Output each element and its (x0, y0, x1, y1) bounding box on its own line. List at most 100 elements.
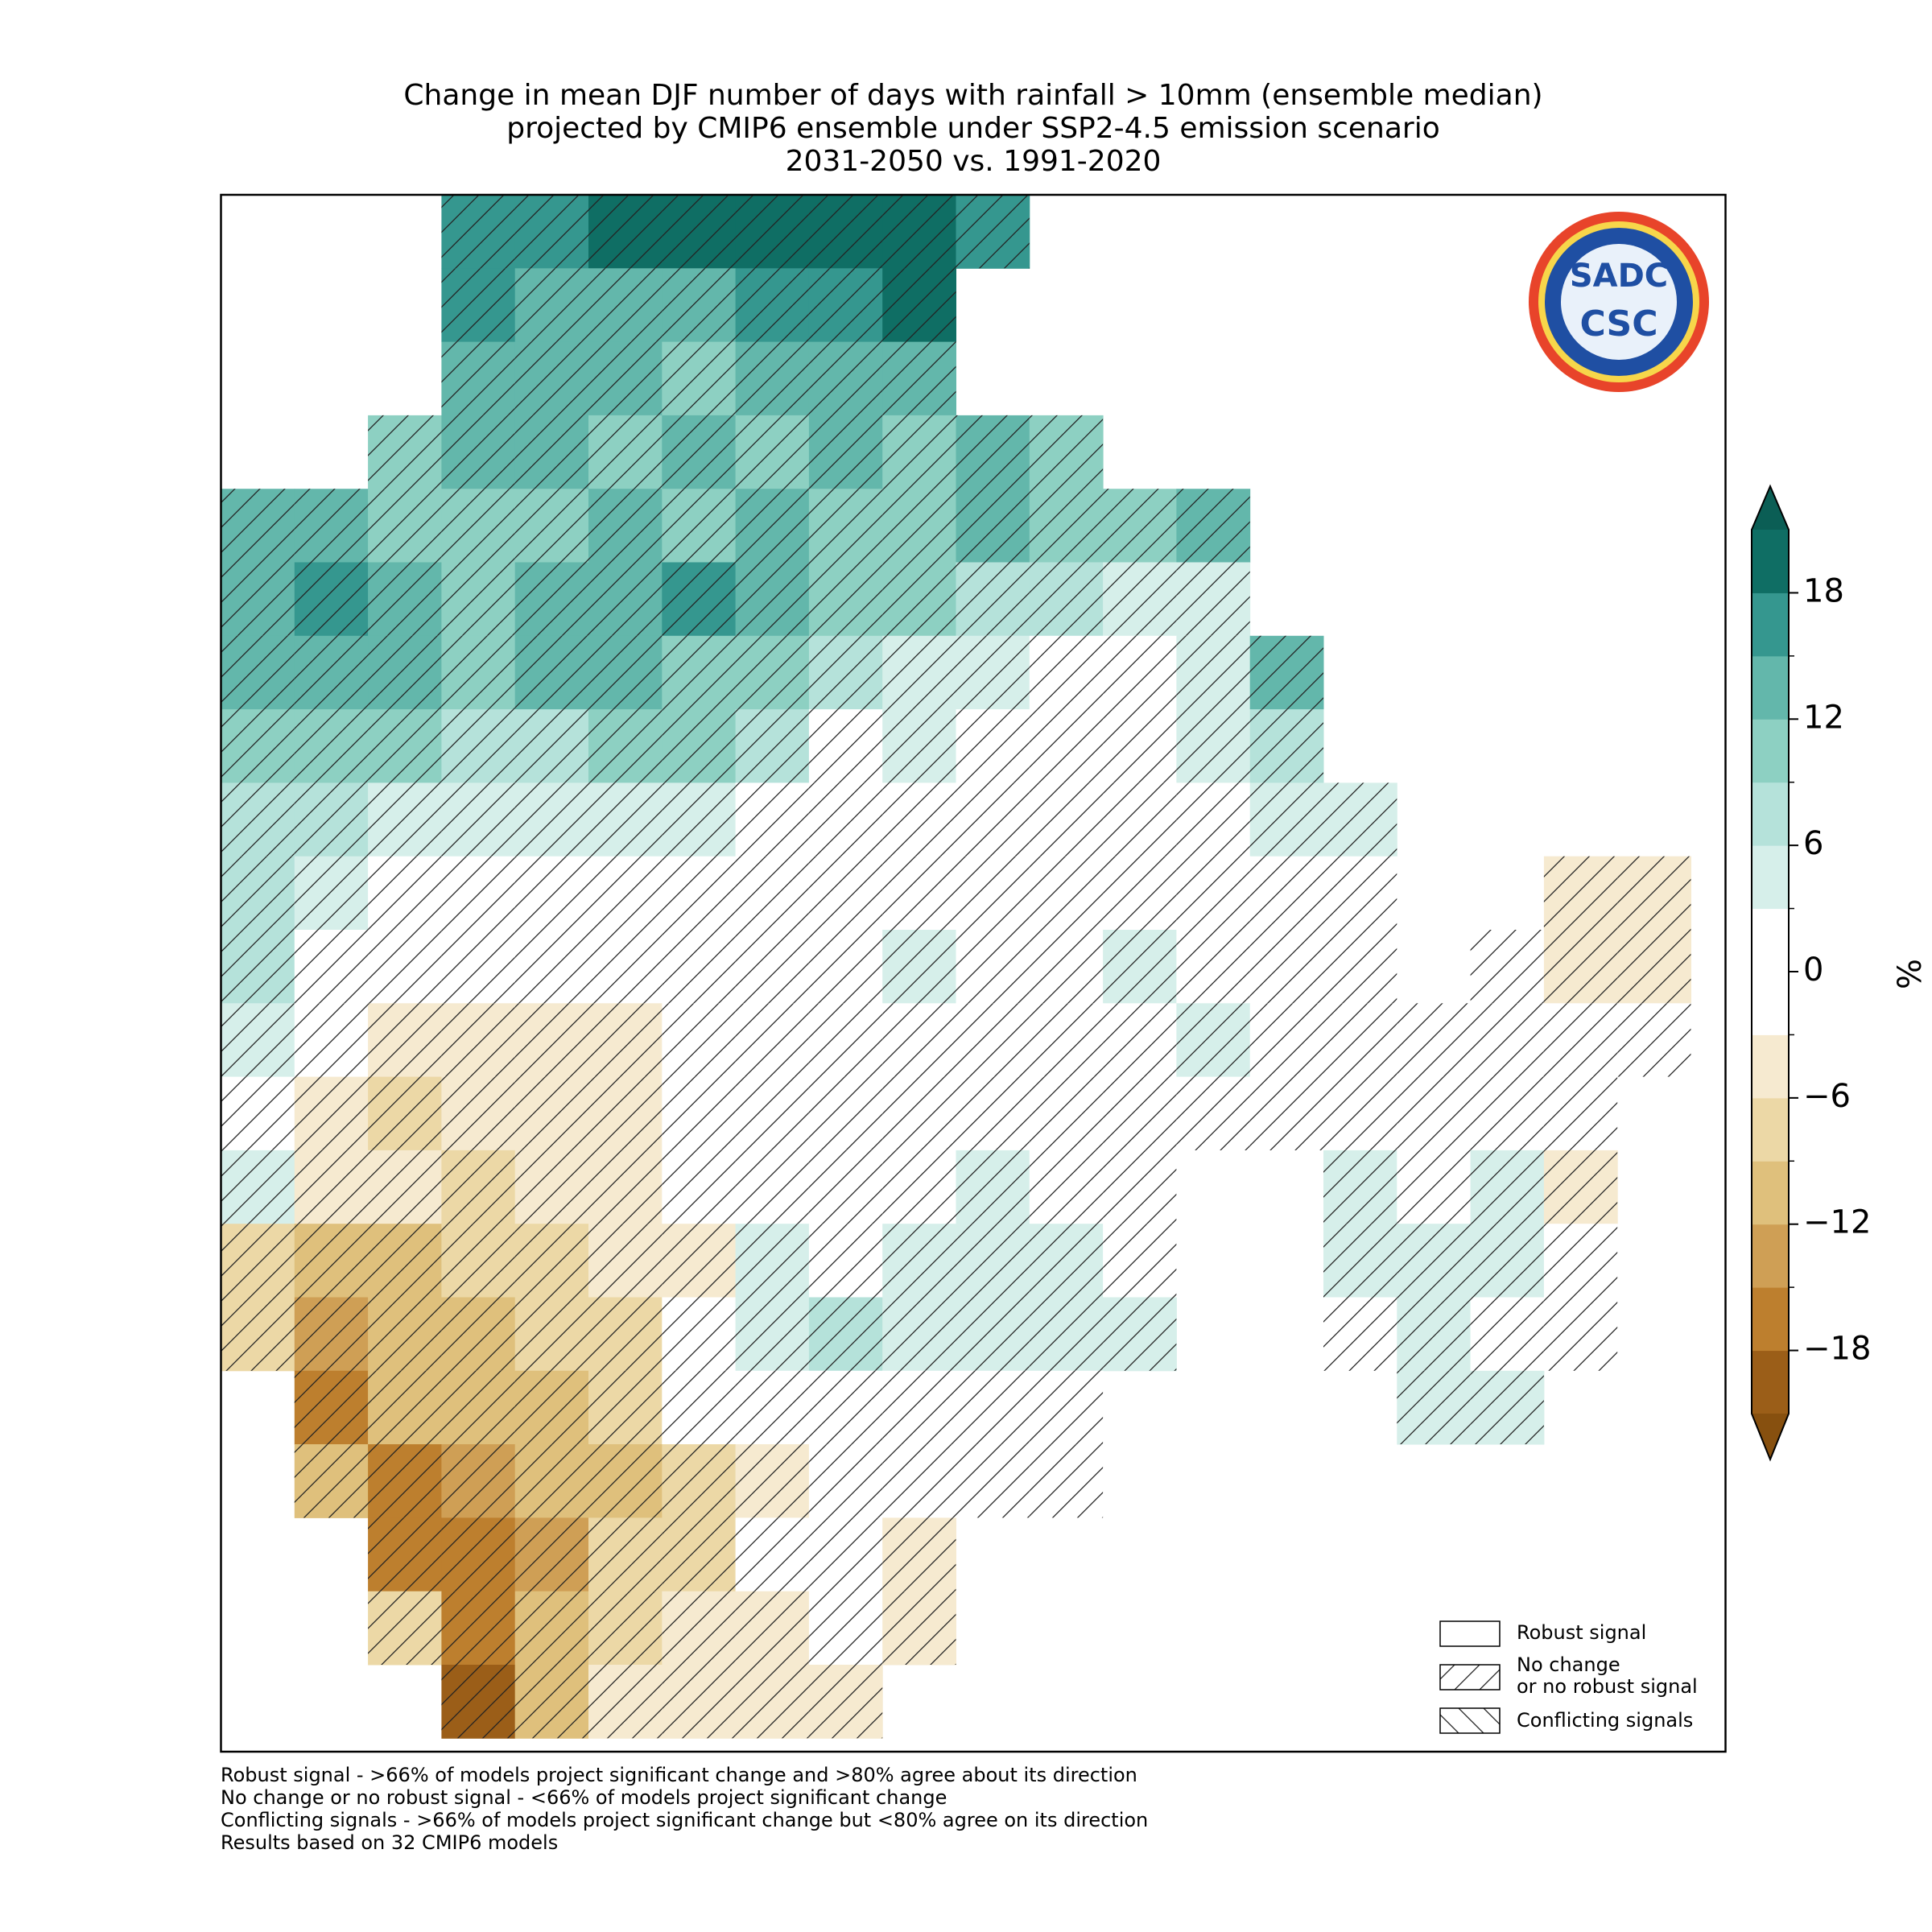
hatch (368, 1297, 442, 1371)
colorbar-outline (1751, 484, 1790, 1462)
hatch (1103, 562, 1177, 636)
hatch (368, 709, 442, 783)
hatch (808, 195, 883, 269)
hatch (1029, 709, 1104, 783)
hatch (956, 782, 1030, 857)
hatch (514, 856, 588, 930)
hatch (441, 709, 515, 783)
hatch (808, 1150, 883, 1224)
hatch (588, 268, 663, 342)
hatch (441, 1444, 515, 1518)
hatch (662, 1444, 736, 1518)
hatch (882, 1370, 956, 1445)
hatch (1176, 782, 1250, 857)
hatch (662, 489, 736, 563)
hatch (1176, 709, 1250, 783)
hatch (1103, 1076, 1177, 1150)
hatch (1323, 1076, 1397, 1150)
hatch (1029, 635, 1104, 710)
hatch (368, 1444, 442, 1518)
hatch (1176, 856, 1250, 930)
hatch (514, 1076, 588, 1150)
hatch (221, 1224, 295, 1298)
logo-text: CSC (1579, 303, 1657, 345)
hatch (1249, 856, 1323, 930)
hatch (1323, 1224, 1397, 1298)
hatch (294, 1224, 369, 1298)
hatch (882, 195, 956, 269)
hatch (808, 782, 883, 857)
hatch (882, 1297, 956, 1371)
hatch (882, 268, 956, 342)
hatch (808, 341, 883, 415)
hatch (808, 1224, 883, 1298)
hatch (956, 1224, 1030, 1298)
hatch (514, 1370, 588, 1445)
hatch (735, 1370, 809, 1445)
footnote: Conflicting signals - >66% of models pro… (221, 1809, 1148, 1831)
hatch (956, 1444, 1030, 1518)
hatch (294, 856, 369, 930)
hatch (368, 1003, 442, 1077)
hatch (735, 1517, 809, 1591)
hatch (1323, 856, 1397, 930)
hatch (441, 1591, 515, 1665)
hatch (514, 1517, 588, 1591)
hatch (441, 1076, 515, 1150)
hatch (956, 930, 1030, 1004)
hatch (588, 1297, 663, 1371)
hatch (588, 1370, 663, 1445)
hatch (956, 856, 1030, 930)
hatch (1470, 1003, 1544, 1077)
hatch (808, 635, 883, 710)
hatch (1543, 856, 1618, 930)
colorbar-tick-label: 0 (1803, 952, 1823, 989)
hatch (882, 1591, 956, 1665)
hatch (735, 930, 809, 1004)
hatch (956, 562, 1030, 636)
footnote: No change or no robust signal - <66% of … (221, 1786, 947, 1809)
hatch (368, 1150, 442, 1224)
hatch (221, 1003, 295, 1077)
hatch (808, 1297, 883, 1371)
hatch (1397, 1076, 1471, 1150)
hatch (1029, 489, 1104, 563)
hatch (735, 635, 809, 710)
hatch (294, 709, 369, 783)
hatch (735, 1665, 809, 1739)
hatch (588, 1150, 663, 1224)
hatch (514, 562, 588, 636)
hatch (1470, 1076, 1544, 1150)
hatch (368, 1370, 442, 1445)
hatch (588, 1444, 663, 1518)
hatch (882, 1003, 956, 1077)
hatch (735, 1591, 809, 1665)
hatch (588, 856, 663, 930)
hatch (221, 709, 295, 783)
hatch (588, 1517, 663, 1591)
hatch (441, 782, 515, 857)
hatch (808, 1665, 883, 1739)
hatch (588, 1591, 663, 1665)
hatch (441, 1150, 515, 1224)
hatch (514, 341, 588, 415)
hatch (1249, 930, 1323, 1004)
colorbar-band (1752, 782, 1789, 846)
hatch (1029, 856, 1104, 930)
hatch (735, 782, 809, 857)
hatch (1543, 1003, 1618, 1077)
hatch (808, 268, 883, 342)
colorbar-band (1752, 1287, 1789, 1352)
hatch (1543, 930, 1618, 1004)
hatch (441, 1003, 515, 1077)
hatch (662, 1003, 736, 1077)
hatch (514, 268, 588, 342)
hatch (882, 415, 956, 489)
hatch (735, 1150, 809, 1224)
hatch (1029, 930, 1104, 1004)
hatch (1543, 1297, 1618, 1371)
footnote: Robust signal - >66% of models project s… (221, 1764, 1137, 1786)
logo-core (1561, 244, 1677, 360)
hatch (441, 856, 515, 930)
